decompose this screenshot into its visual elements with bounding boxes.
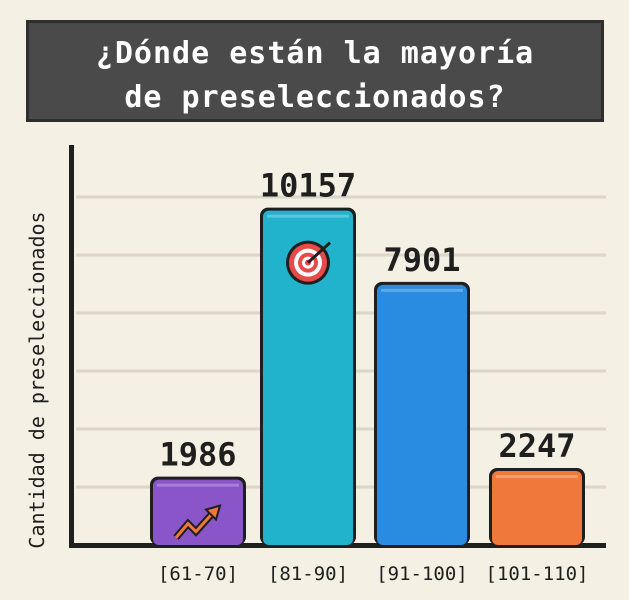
category-label: [101-110] [486,563,589,585]
bar-highlight [381,288,463,292]
bar [153,479,243,545]
chart-title-line-1: ¿Dónde están la mayoría [95,36,535,71]
y-axis [69,145,74,548]
target-icon [286,240,332,285]
category-label: [91-100] [376,563,468,585]
value-label: 7901 [383,241,460,279]
bar-highlight [496,475,578,479]
value-label: 1986 [159,436,236,474]
x-axis [69,543,606,548]
bar [492,471,582,545]
bar [377,284,467,545]
bar [263,210,353,546]
category-label: [61-70] [158,563,238,585]
title-banner: ¿Dónde están la mayoría de preselecciona… [26,20,604,122]
trend-up-arrow-icon [173,504,222,540]
category-label: [81-90] [268,563,348,585]
y-axis-label: Cantidad de preseleccionados [25,211,49,548]
chart-title-line-2: de preseleccionados? [124,80,506,115]
value-label: 2247 [498,427,575,465]
value-label: 10157 [260,167,356,205]
bar-highlight [267,214,349,218]
bar-highlight [157,483,239,487]
